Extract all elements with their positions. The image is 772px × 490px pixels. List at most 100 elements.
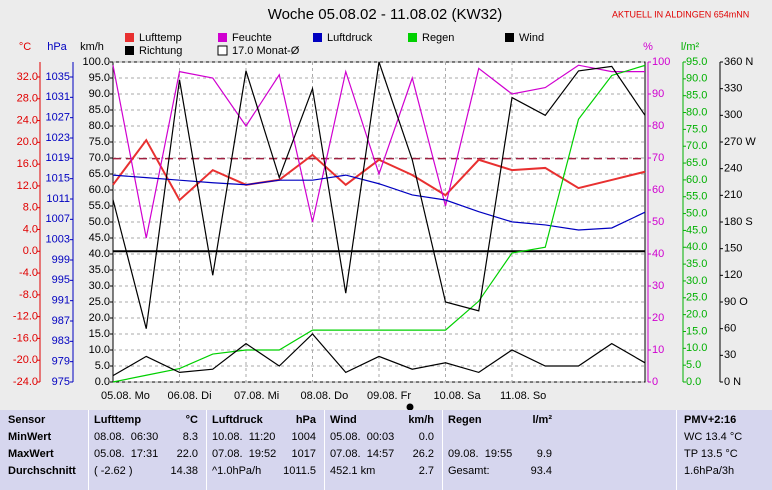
- x-tick-label: 07.08. Mi: [234, 390, 279, 402]
- y-tick-label: 0.0: [23, 245, 38, 257]
- table-cell: Wind: [330, 414, 357, 426]
- table-cell: 22.0: [176, 448, 198, 460]
- legend-swatch: [408, 33, 417, 42]
- table-cell: 05.08. 00:03: [330, 431, 395, 443]
- table-cell: 1017: [291, 448, 316, 460]
- axis-unit: %: [643, 41, 653, 53]
- x-tick-label: 10.08. Sa: [434, 390, 482, 402]
- y-tick-label: 35.0: [89, 264, 110, 276]
- y-tick-label: 150: [724, 243, 742, 255]
- legend-label: 17.0 Monat-Ø: [232, 45, 300, 57]
- table-cell: 8.3: [182, 431, 198, 443]
- y-tick-label: 25.0: [89, 296, 110, 308]
- legend-label: Lufttemp: [139, 32, 182, 44]
- y-tick-label: 90 O: [724, 296, 748, 308]
- table-cell: 1011.5: [283, 465, 316, 477]
- y-tick-label: 15.0: [89, 328, 110, 340]
- table-cell: ^1.0hPa/h: [212, 465, 262, 477]
- y-tick-label: 60: [652, 184, 664, 196]
- table-column: [676, 410, 772, 490]
- y-tick-label: 50.0: [89, 216, 110, 228]
- x-tick-label: 08.08. Do: [301, 390, 349, 402]
- y-tick-label: 270 W: [724, 136, 756, 148]
- y-tick-label: -24.0: [13, 376, 38, 388]
- table-cell: °C: [185, 414, 198, 426]
- y-tick-label: 45.0: [686, 224, 707, 236]
- y-tick-label: -8.0: [19, 289, 38, 301]
- y-tick-label: 0 N: [724, 376, 741, 388]
- y-tick-label: 90.0: [686, 73, 707, 85]
- y-tick-label: 80.0: [686, 106, 707, 118]
- y-tick-label: 24.0: [17, 114, 38, 126]
- y-tick-label: 25.0: [686, 292, 707, 304]
- legend-swatch: [313, 33, 322, 42]
- table-cell: PMV+2:16: [684, 414, 737, 426]
- y-tick-label: 75.0: [686, 123, 707, 135]
- y-tick-label: 55.0: [686, 191, 707, 203]
- table-column: [442, 410, 557, 490]
- y-tick-label: 70: [652, 152, 664, 164]
- y-tick-label: 983: [52, 335, 70, 347]
- legend-swatch: [218, 33, 227, 42]
- y-tick-label: 20: [652, 312, 664, 324]
- y-tick-label: 75.0: [89, 136, 110, 148]
- y-tick-label: 80: [652, 120, 664, 132]
- table-cell: WC 13.4 °C: [684, 431, 743, 443]
- legend-label: Feuchte: [232, 32, 272, 44]
- y-tick-label: 35.0: [686, 258, 707, 270]
- legend-swatch: [217, 45, 228, 56]
- y-tick-label: 60: [724, 323, 736, 335]
- y-tick-label: 10.0: [89, 344, 110, 356]
- y-tick-label: 1023: [46, 132, 70, 144]
- y-tick-label: 65.0: [686, 157, 707, 169]
- y-tick-label: 80.0: [89, 120, 110, 132]
- legend-label: Wind: [519, 32, 544, 44]
- y-tick-label: 90.0: [89, 88, 110, 100]
- y-tick-label: 20.0: [89, 312, 110, 324]
- table-column: [88, 410, 203, 490]
- table-cell: ( -2.62 ): [94, 465, 133, 477]
- table-cell: 2.7: [418, 465, 434, 477]
- table-cell: 26.2: [412, 448, 434, 460]
- chart: Woche 05.08.02 - 11.08.02 (KW32) AKTUELL…: [13, 6, 756, 410]
- y-tick-label: 5.0: [95, 360, 110, 372]
- y-tick-label: 10.0: [686, 342, 707, 354]
- y-tick-label: 1003: [46, 234, 70, 246]
- table-cell: 08.08. 06:30: [94, 431, 159, 443]
- y-tick-label: 1027: [46, 112, 70, 124]
- y-tick-label: 85.0: [686, 90, 707, 102]
- y-tick-label: 8.0: [23, 202, 38, 214]
- y-tick-label: 210: [724, 189, 742, 201]
- y-tick-label: 1007: [46, 213, 70, 225]
- y-tick-label: 995: [52, 274, 70, 286]
- y-tick-label: 30.0: [89, 280, 110, 292]
- axis-unit: °C: [19, 41, 31, 53]
- axis-unit: km/h: [80, 41, 104, 53]
- y-tick-label: 32.0: [17, 71, 38, 83]
- table-cell: Sensor: [8, 414, 46, 426]
- y-tick-label: 60.0: [686, 174, 707, 186]
- y-tick-label: 30.0: [686, 275, 707, 287]
- axis-unit: l/m²: [681, 41, 700, 53]
- y-tick-label: 0.0: [95, 376, 110, 388]
- table-cell: 10.08. 11:20: [212, 431, 276, 443]
- y-tick-label: 180 S: [724, 216, 753, 228]
- y-tick-label: -20.0: [13, 354, 38, 366]
- y-tick-label: 1019: [46, 152, 70, 164]
- y-tick-label: 85.0: [89, 104, 110, 116]
- legend-swatch: [125, 33, 134, 42]
- table-cell: km/h: [408, 414, 434, 426]
- location-note: AKTUELL IN ALDINGEN 654mNN: [612, 9, 749, 19]
- table-cell: 07.08. 14:57: [330, 448, 395, 460]
- series-line: [112, 64, 646, 383]
- y-tick-label: 10: [652, 344, 664, 356]
- y-tick-label: 100: [652, 56, 670, 68]
- table-cell: 0.0: [418, 431, 434, 443]
- y-tick-label: 40.0: [89, 248, 110, 260]
- x-tick-label: 06.08. Di: [168, 390, 212, 402]
- table-column: [206, 410, 321, 490]
- table-cell: 05.08. 17:31: [94, 448, 159, 460]
- table-cell: 9.9: [536, 448, 552, 460]
- y-tick-label: 70.0: [89, 152, 110, 164]
- table-cell: 452.1 km: [330, 465, 376, 477]
